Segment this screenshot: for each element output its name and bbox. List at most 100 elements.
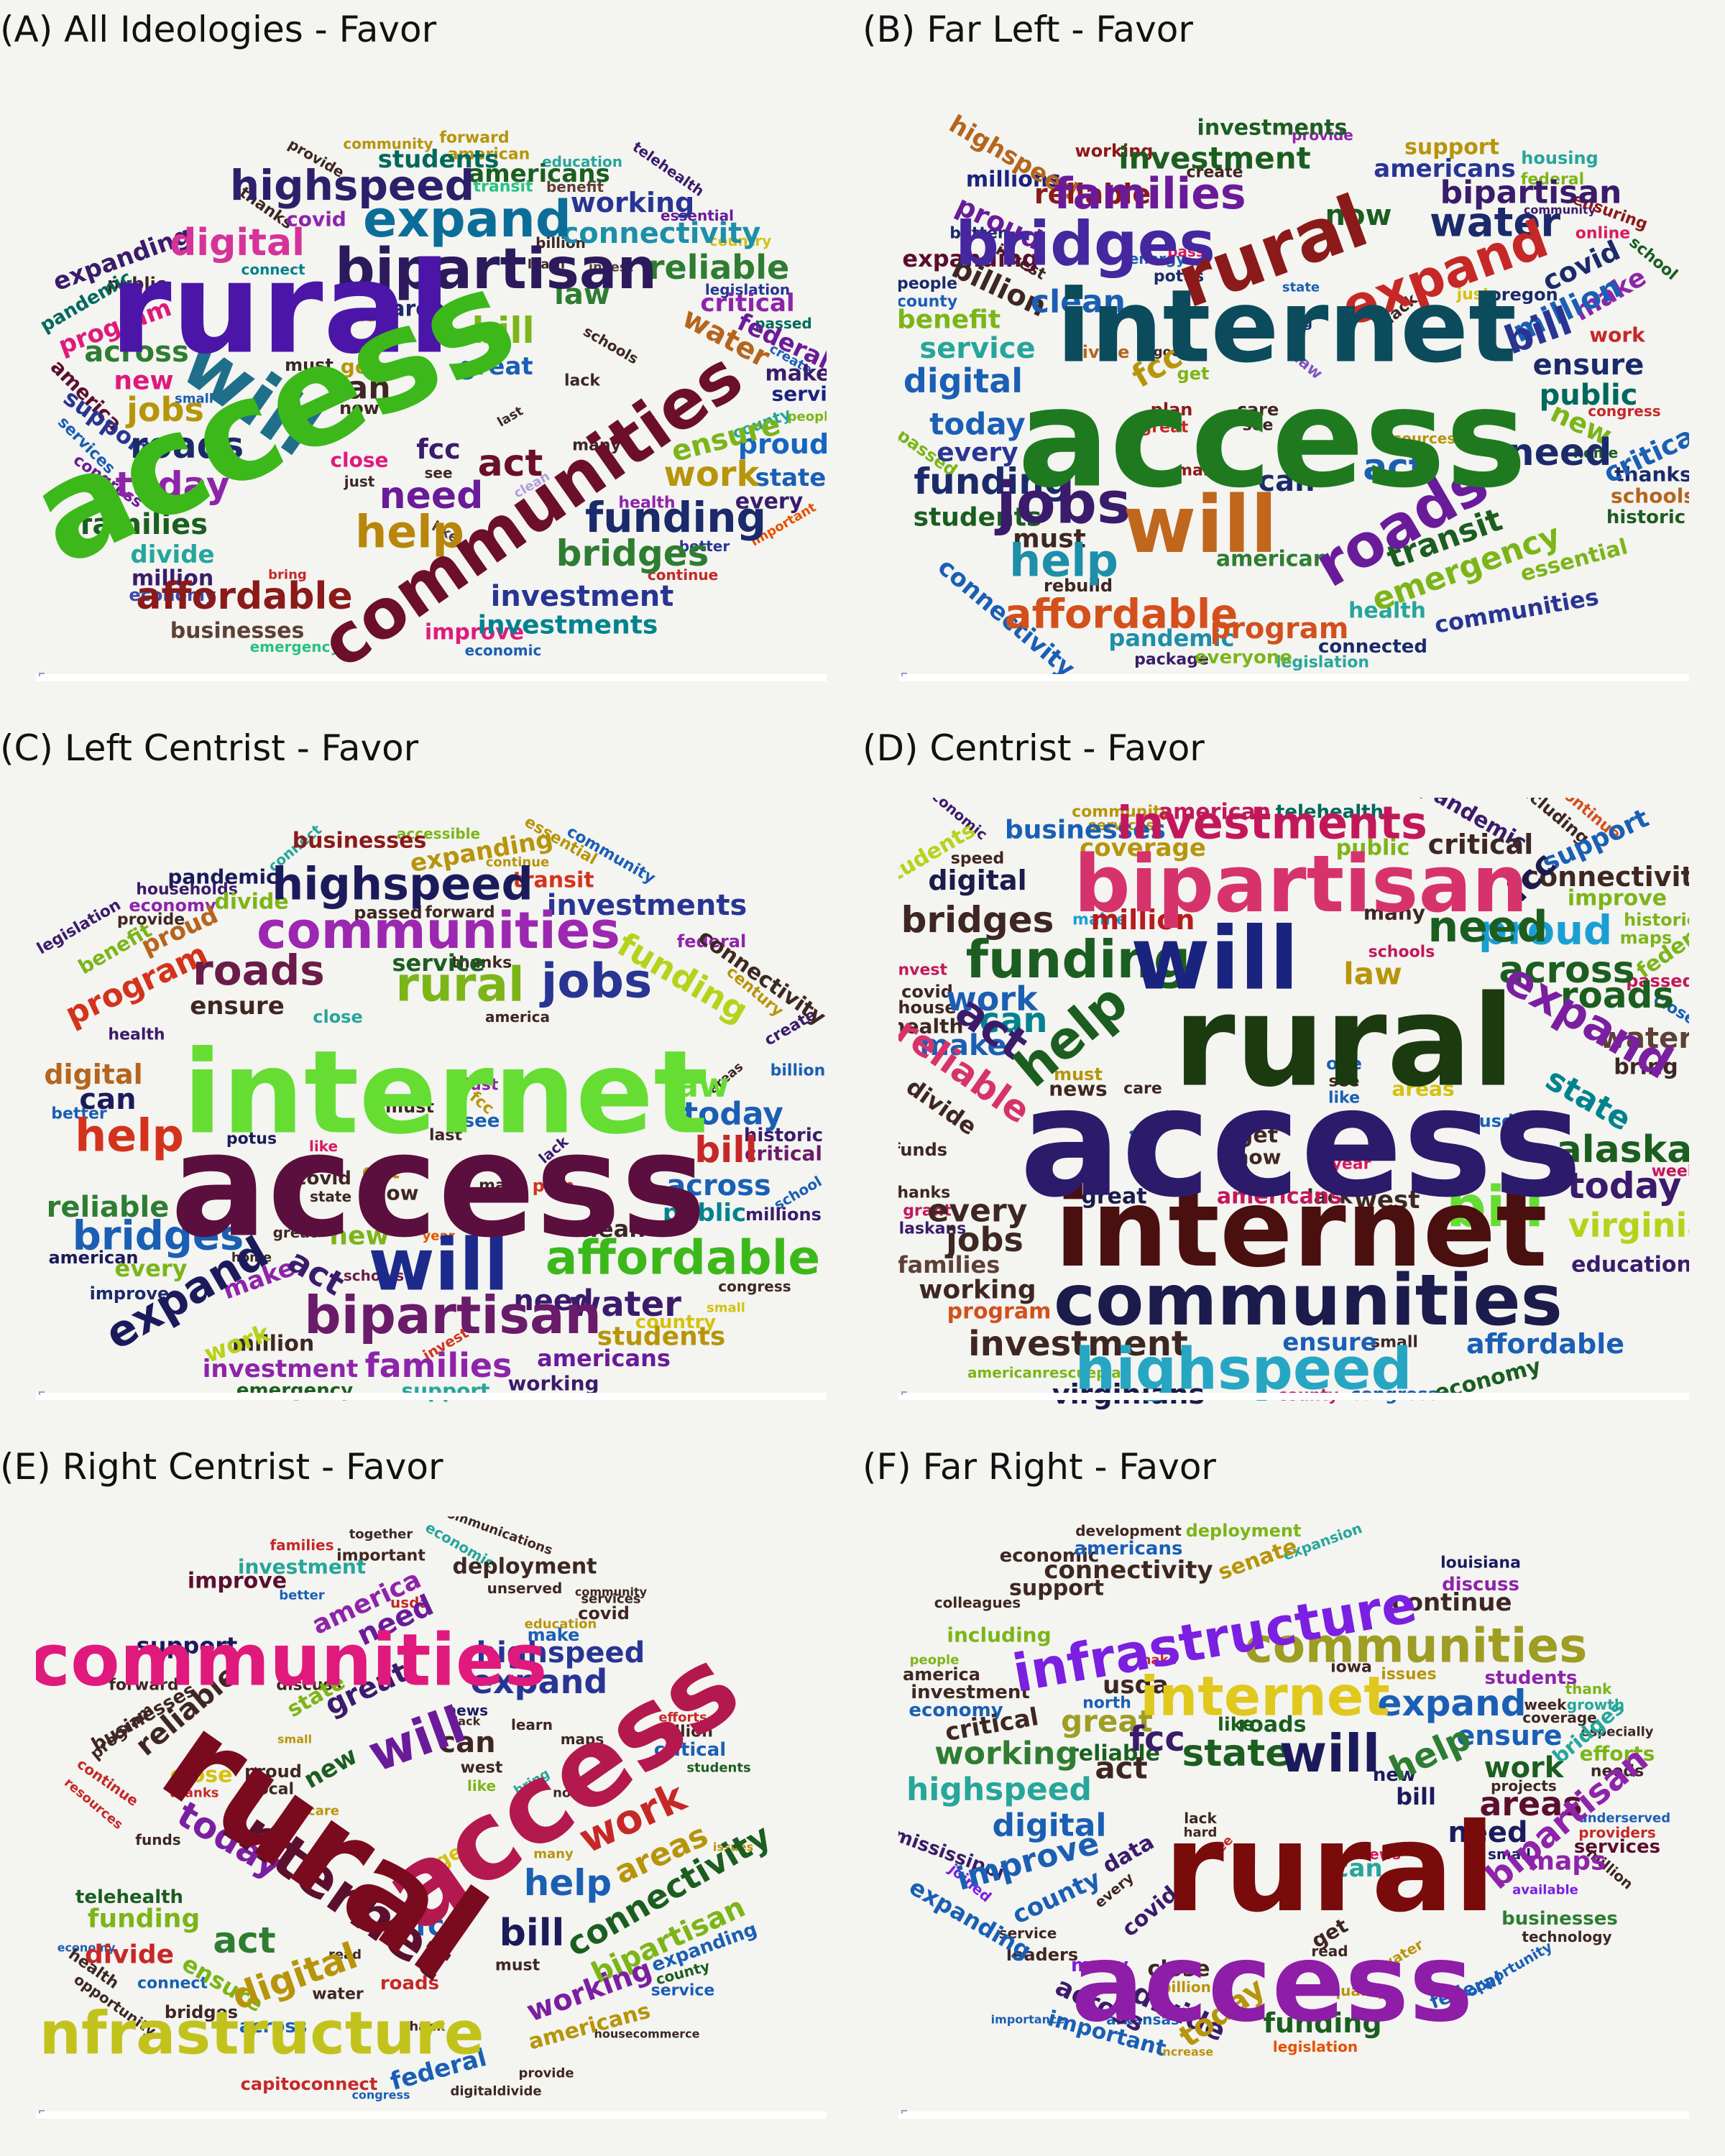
word-cloud-svg: createpeopleimportantinvestlearncarelast… — [36, 129, 827, 684]
cloud-word: connectivity — [1044, 1556, 1213, 1585]
panel-baseline — [898, 1393, 1689, 1400]
cloud-word: great — [459, 352, 533, 381]
cloud-word: areas — [1479, 1784, 1582, 1823]
cloud-word: across — [1499, 949, 1634, 992]
cloud-word: county — [898, 293, 957, 311]
cloud-word: families — [898, 1251, 1000, 1279]
cloud-word: good — [1154, 345, 1190, 360]
cloud-word: today — [929, 407, 1025, 442]
cloud-word: congress — [351, 2088, 410, 2102]
cloud-word: support — [1404, 135, 1499, 160]
cloud-word: thanks — [898, 1184, 950, 1202]
cloud-word: community — [575, 1585, 648, 1599]
cloud-word: businesses — [293, 829, 427, 854]
cloud-word: people — [788, 410, 827, 425]
cloud-word: projects — [1491, 1777, 1557, 1795]
cloud-word: usda — [1479, 1111, 1526, 1131]
cloud-word: usda — [390, 1594, 429, 1611]
corner-mark — [39, 2110, 45, 2114]
cloud-word: working — [934, 1736, 1078, 1772]
cloud-word: bipartisan — [1440, 175, 1622, 211]
cloud-word: accessible — [397, 825, 480, 842]
cloud-word: can — [1258, 465, 1315, 498]
cloud-word: law — [1343, 957, 1402, 992]
cloud-word: state — [1182, 1732, 1290, 1775]
cloud-word: jobs — [125, 390, 204, 429]
cloud-word: funds — [898, 1140, 947, 1160]
cloud-word: see — [424, 464, 452, 482]
cloud-word: care — [1123, 1080, 1162, 1098]
word-cloud: community lack issues small economy congress h… — [36, 1516, 827, 2134]
panel-title: (F) Far Right - Favor — [862, 1446, 1216, 1488]
cloud-word: american — [448, 146, 530, 164]
cloud-word: bring — [268, 568, 307, 583]
cloud-word: digital — [170, 221, 305, 264]
cloud-word: service — [772, 382, 827, 406]
cloud-word: help — [1384, 1718, 1477, 1789]
cloud-word: service — [651, 1982, 715, 2000]
cloud-word: every — [937, 438, 1018, 468]
cloud-word: must — [1013, 525, 1086, 554]
cloud-word: great — [1141, 419, 1189, 437]
cloud-word: access — [1018, 359, 1527, 518]
cloud-word: legislation — [705, 281, 790, 298]
cloud-word: businesses — [170, 619, 305, 644]
cloud-word: people — [898, 275, 957, 293]
cloud-word: reliable — [648, 248, 789, 287]
cloud-word: bridges — [901, 899, 1054, 941]
cloud-word: bridges — [73, 1213, 244, 1260]
cloud-word: ensure — [1456, 1720, 1562, 1751]
cloud-word: communities — [1245, 1618, 1588, 1674]
cloud-word: investments — [547, 889, 748, 922]
word-cloud-svg: continuesmallareashomeyearaccessibleconn… — [36, 813, 827, 1402]
cloud-word: now — [372, 1181, 418, 1205]
cloud-word: families — [80, 508, 208, 541]
cloud-word: better — [949, 225, 1006, 243]
cloud-word: working — [571, 187, 695, 218]
cloud-word: clean — [1031, 284, 1126, 321]
cloud-word: together — [349, 1527, 413, 1542]
cloud-word: connectivity — [562, 217, 761, 250]
cloud-word: issues — [1381, 1666, 1436, 1684]
cloud-word: must — [495, 1957, 540, 1975]
cloud-word: clean — [576, 1215, 645, 1243]
cloud-word: speed — [951, 850, 1004, 868]
cloud-word: small — [1488, 1846, 1531, 1863]
cloud-word: coverage — [1080, 834, 1206, 862]
cloud-word: better — [279, 1588, 325, 1603]
cloud-word: investment — [203, 1355, 359, 1383]
cloud-word: maps — [1620, 928, 1673, 948]
cloud-word: covid — [901, 982, 953, 1002]
cloud-word: continue — [1392, 1588, 1512, 1617]
cloud-word: expand — [363, 190, 571, 249]
cloud-word: many — [1363, 901, 1425, 925]
cloud-word: bill — [500, 1912, 565, 1955]
cloud-word: home — [1573, 444, 1618, 461]
cloud-word: grant — [903, 1202, 952, 1220]
cloud-word: bring — [1614, 1055, 1678, 1080]
cloud-word: critical — [700, 289, 794, 318]
cloud-word: news — [446, 1702, 488, 1719]
cloud-word: read — [1311, 1943, 1348, 1960]
cloud-word: investments — [478, 611, 658, 640]
cloud-word: americanrescueplan — [967, 1364, 1131, 1381]
cloud-word: now — [1325, 199, 1392, 232]
cloud-word: read — [328, 1948, 362, 1963]
cloud-word: pass — [1167, 243, 1205, 260]
cloud-word: roads — [1238, 1713, 1307, 1738]
cloud-word: continue — [648, 566, 718, 584]
cloud-word: maine — [1072, 911, 1127, 929]
cloud-word: telehealth — [1276, 801, 1384, 823]
cloud-word: million — [653, 1723, 713, 1741]
cloud-word: critical — [654, 1739, 726, 1761]
cloud-word: families — [1054, 169, 1246, 219]
panel-c: (C) Left Centrist - Favor continue small a… — [0, 719, 862, 1437]
cloud-word: covid — [286, 208, 346, 231]
cloud-word: must — [385, 1097, 434, 1117]
word-cloud: americanrescueplanserviceseconomicsmallc… — [898, 798, 1689, 1416]
cloud-word: every — [928, 1193, 1028, 1230]
cloud-word: see — [1329, 1073, 1360, 1091]
cloud-word: country — [635, 1312, 717, 1333]
cloud-word: americans — [537, 1345, 671, 1372]
